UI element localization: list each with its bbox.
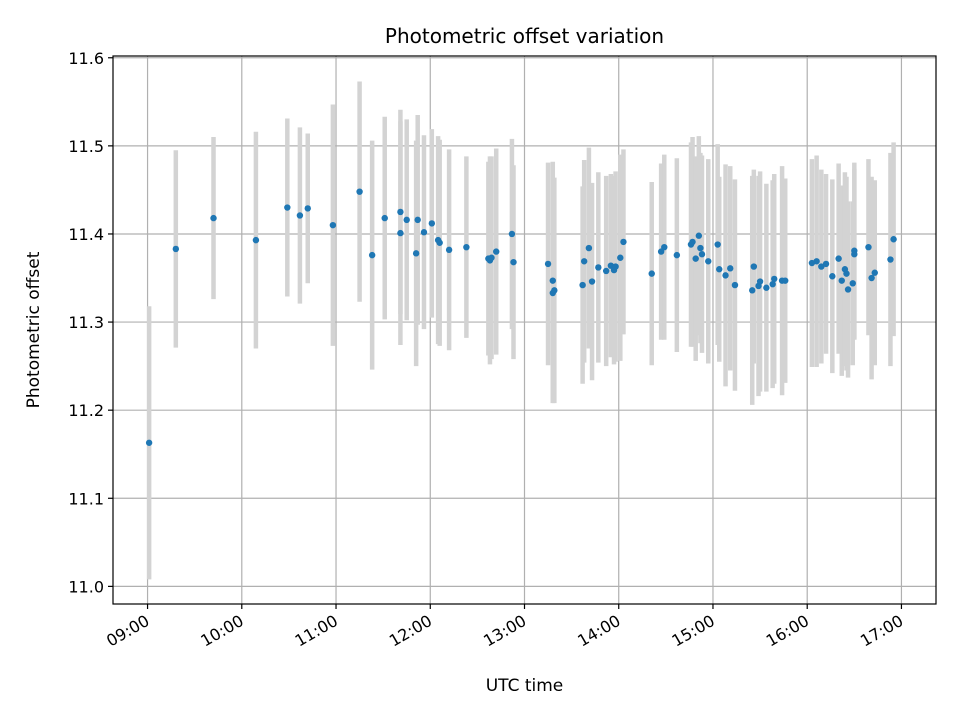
data-point xyxy=(549,277,556,284)
data-point xyxy=(657,248,665,255)
data-point xyxy=(414,216,421,224)
data-point xyxy=(813,258,820,265)
y-tick-label: 11.0 xyxy=(68,577,104,596)
data-point xyxy=(588,278,596,285)
data-point xyxy=(769,280,776,288)
data-point xyxy=(210,214,217,222)
data-point xyxy=(822,260,830,268)
data-point xyxy=(617,254,624,261)
data-point xyxy=(756,278,764,285)
x-axis-title: UTC time xyxy=(486,676,564,696)
data-point xyxy=(749,287,756,294)
data-point xyxy=(612,263,619,270)
data-point xyxy=(463,243,470,251)
data-point xyxy=(849,280,856,287)
y-tick-label: 11.5 xyxy=(68,137,104,156)
data-point xyxy=(356,188,363,195)
y-tick-label: 11.4 xyxy=(68,225,104,244)
data-point xyxy=(673,251,681,259)
data-point xyxy=(252,236,260,244)
data-point xyxy=(844,286,852,293)
y-tick-label: 11.1 xyxy=(68,489,104,508)
data-point xyxy=(689,238,696,246)
data-point xyxy=(585,244,593,252)
data-point xyxy=(381,214,388,222)
data-point xyxy=(620,238,627,246)
data-point xyxy=(551,287,558,294)
data-point xyxy=(145,439,153,446)
data-point xyxy=(722,272,729,279)
data-point xyxy=(829,273,836,280)
data-point xyxy=(851,251,858,258)
data-point xyxy=(818,263,825,270)
data-point xyxy=(284,204,291,211)
data-point xyxy=(763,284,770,291)
data-point xyxy=(865,243,872,251)
data-point xyxy=(838,277,845,284)
data-point xyxy=(445,246,453,254)
data-point xyxy=(661,243,668,251)
data-point xyxy=(329,221,337,229)
data-point xyxy=(648,270,655,277)
data-point xyxy=(493,248,500,255)
data-point xyxy=(428,220,436,227)
data-point xyxy=(843,270,850,277)
data-point xyxy=(771,275,778,283)
data-point xyxy=(304,205,311,212)
data-point xyxy=(692,255,699,262)
data-point xyxy=(412,250,420,257)
data-point xyxy=(595,264,602,271)
data-point xyxy=(705,258,712,265)
data-point xyxy=(698,251,706,258)
data-point xyxy=(602,267,610,275)
data-point xyxy=(368,251,376,259)
data-point xyxy=(544,260,552,268)
data-point xyxy=(488,254,495,261)
data-point xyxy=(420,229,428,236)
data-point xyxy=(750,263,758,270)
data-point xyxy=(871,269,878,276)
y-axis-title: Photometric offset xyxy=(24,251,44,408)
data-point xyxy=(782,277,789,284)
grid-layer xyxy=(113,56,936,604)
data-point xyxy=(436,239,443,246)
data-point xyxy=(731,281,739,289)
data-point xyxy=(835,255,842,262)
data-point xyxy=(403,216,410,224)
y-tick-label: 11.6 xyxy=(68,49,104,68)
chart-title: Photometric offset variation xyxy=(385,24,664,48)
data-point xyxy=(890,236,897,243)
data-point xyxy=(887,256,894,263)
data-point xyxy=(695,232,703,239)
data-point xyxy=(172,245,180,253)
data-point xyxy=(397,229,404,237)
data-point xyxy=(868,274,875,282)
data-point xyxy=(697,244,704,252)
data-point xyxy=(714,241,721,248)
data-point xyxy=(510,258,517,266)
point-layer xyxy=(145,188,897,446)
data-point xyxy=(716,266,723,273)
y-tick-label: 11.3 xyxy=(68,313,104,332)
y-axis-ticks: 11.0 11.1 11.2 11.3 11.4 11.5 11.6 xyxy=(68,49,113,596)
data-point xyxy=(580,258,588,265)
data-point xyxy=(397,208,404,216)
data-point xyxy=(296,212,304,219)
data-point xyxy=(727,265,734,272)
data-point xyxy=(579,281,586,289)
data-point xyxy=(508,230,516,238)
y-tick-label: 11.2 xyxy=(68,401,104,420)
